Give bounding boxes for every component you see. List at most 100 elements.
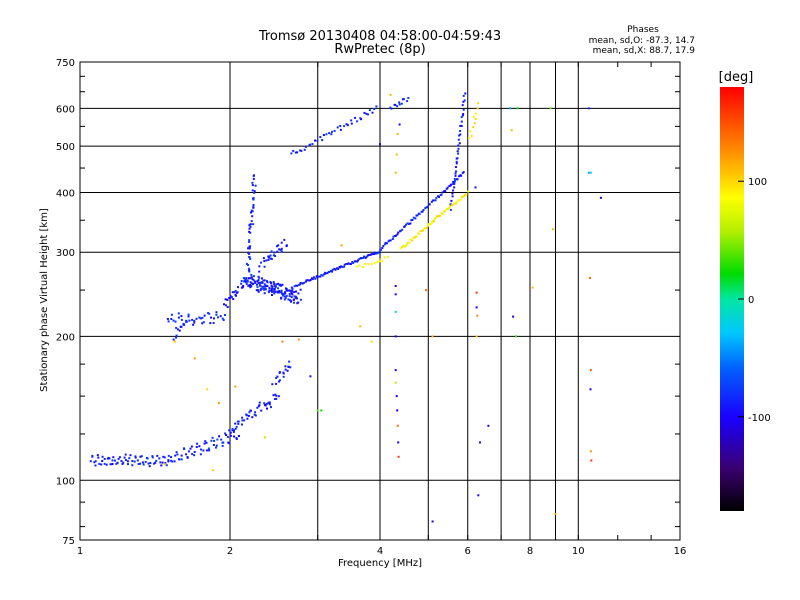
echo-point	[433, 220, 435, 223]
echo-point	[252, 204, 255, 206]
echo-point	[262, 257, 265, 260]
echo-point	[477, 494, 480, 497]
echo-point	[461, 114, 464, 117]
echo-point	[416, 214, 419, 217]
echo-point	[311, 278, 314, 281]
x-tick-label: 8	[527, 546, 533, 557]
echo-point	[171, 460, 174, 463]
echo-point	[469, 130, 472, 133]
echo-point	[299, 149, 302, 152]
echo-point	[248, 269, 251, 272]
echo-point	[293, 295, 296, 298]
echo-point	[281, 340, 284, 343]
echo-point	[319, 275, 322, 278]
echo-point	[424, 207, 427, 210]
echo-point	[234, 289, 237, 292]
echo-point	[428, 203, 431, 206]
echo-point	[455, 170, 457, 173]
echo-point	[588, 277, 591, 279]
echo-point	[398, 103, 401, 106]
echo-point	[219, 315, 222, 318]
echo-point	[589, 388, 592, 391]
echo-point	[192, 323, 195, 326]
echo-point	[402, 244, 405, 247]
echo-point	[180, 458, 183, 461]
echo-point	[346, 124, 349, 127]
echo-point	[250, 211, 252, 214]
echo-point	[246, 279, 249, 282]
echo-point	[463, 99, 466, 102]
echo-point	[205, 449, 208, 452]
echo-point	[328, 132, 331, 135]
echo-point	[202, 321, 205, 324]
echo-point	[247, 264, 249, 266]
echo-point	[242, 285, 245, 287]
echo-point	[435, 197, 438, 200]
echo-point	[109, 463, 112, 466]
echo-point	[367, 254, 370, 256]
echo-point	[394, 335, 397, 338]
echo-point	[401, 228, 404, 231]
echo-point	[278, 248, 281, 251]
echo-point	[450, 199, 453, 202]
echo-point	[229, 431, 232, 434]
echo-point	[287, 289, 289, 292]
echo-point	[297, 338, 300, 341]
echo-point	[264, 404, 267, 407]
echo-point	[131, 464, 134, 467]
echo-point	[467, 190, 470, 193]
echo-point	[321, 274, 324, 277]
echo-point	[193, 451, 196, 453]
echo-point	[273, 292, 276, 295]
echo-point	[206, 388, 209, 391]
echo-point	[389, 93, 392, 96]
echo-point	[244, 280, 247, 283]
echo-point	[211, 436, 214, 439]
echo-point	[266, 407, 268, 410]
echo-point	[252, 177, 255, 180]
echo-point	[281, 292, 284, 295]
echo-point	[240, 280, 243, 282]
echo-point	[234, 385, 237, 388]
echo-point	[234, 427, 237, 430]
echo-point	[136, 459, 139, 462]
echo-point	[246, 280, 249, 283]
echo-point	[378, 260, 381, 263]
echo-point	[246, 417, 249, 420]
echo-point	[175, 334, 178, 337]
echo-point	[263, 260, 266, 263]
echo-point	[134, 455, 137, 458]
echo-point	[281, 250, 283, 253]
echo-point	[249, 225, 252, 228]
echo-point	[262, 287, 265, 290]
echo-point	[452, 180, 455, 183]
echo-point	[587, 107, 590, 110]
echo-point	[311, 143, 314, 145]
echo-point	[359, 325, 362, 328]
echo-point	[329, 270, 332, 272]
echo-point	[325, 133, 328, 136]
echo-point	[446, 208, 448, 210]
echo-point	[453, 181, 456, 184]
echo-point	[292, 298, 295, 301]
echo-point	[161, 461, 164, 464]
echo-point	[272, 254, 275, 257]
echo-point	[117, 457, 120, 460]
echo-point	[232, 430, 235, 433]
echo-point	[457, 147, 460, 150]
echo-point	[476, 314, 479, 317]
echo-point	[319, 136, 322, 138]
echo-point	[276, 245, 279, 248]
echo-point	[279, 283, 282, 286]
echo-point	[260, 277, 263, 280]
echo-point	[209, 322, 212, 325]
echo-point	[459, 130, 462, 132]
echo-point	[414, 217, 417, 220]
echo-point	[479, 441, 481, 444]
echo-point	[258, 404, 261, 407]
echo-point	[421, 210, 424, 213]
echo-point	[452, 189, 454, 192]
chart-title: Tromsø 20130408 04:58:00-04:59:43	[258, 29, 501, 44]
echo-point	[299, 288, 302, 291]
echo-point	[271, 285, 274, 288]
